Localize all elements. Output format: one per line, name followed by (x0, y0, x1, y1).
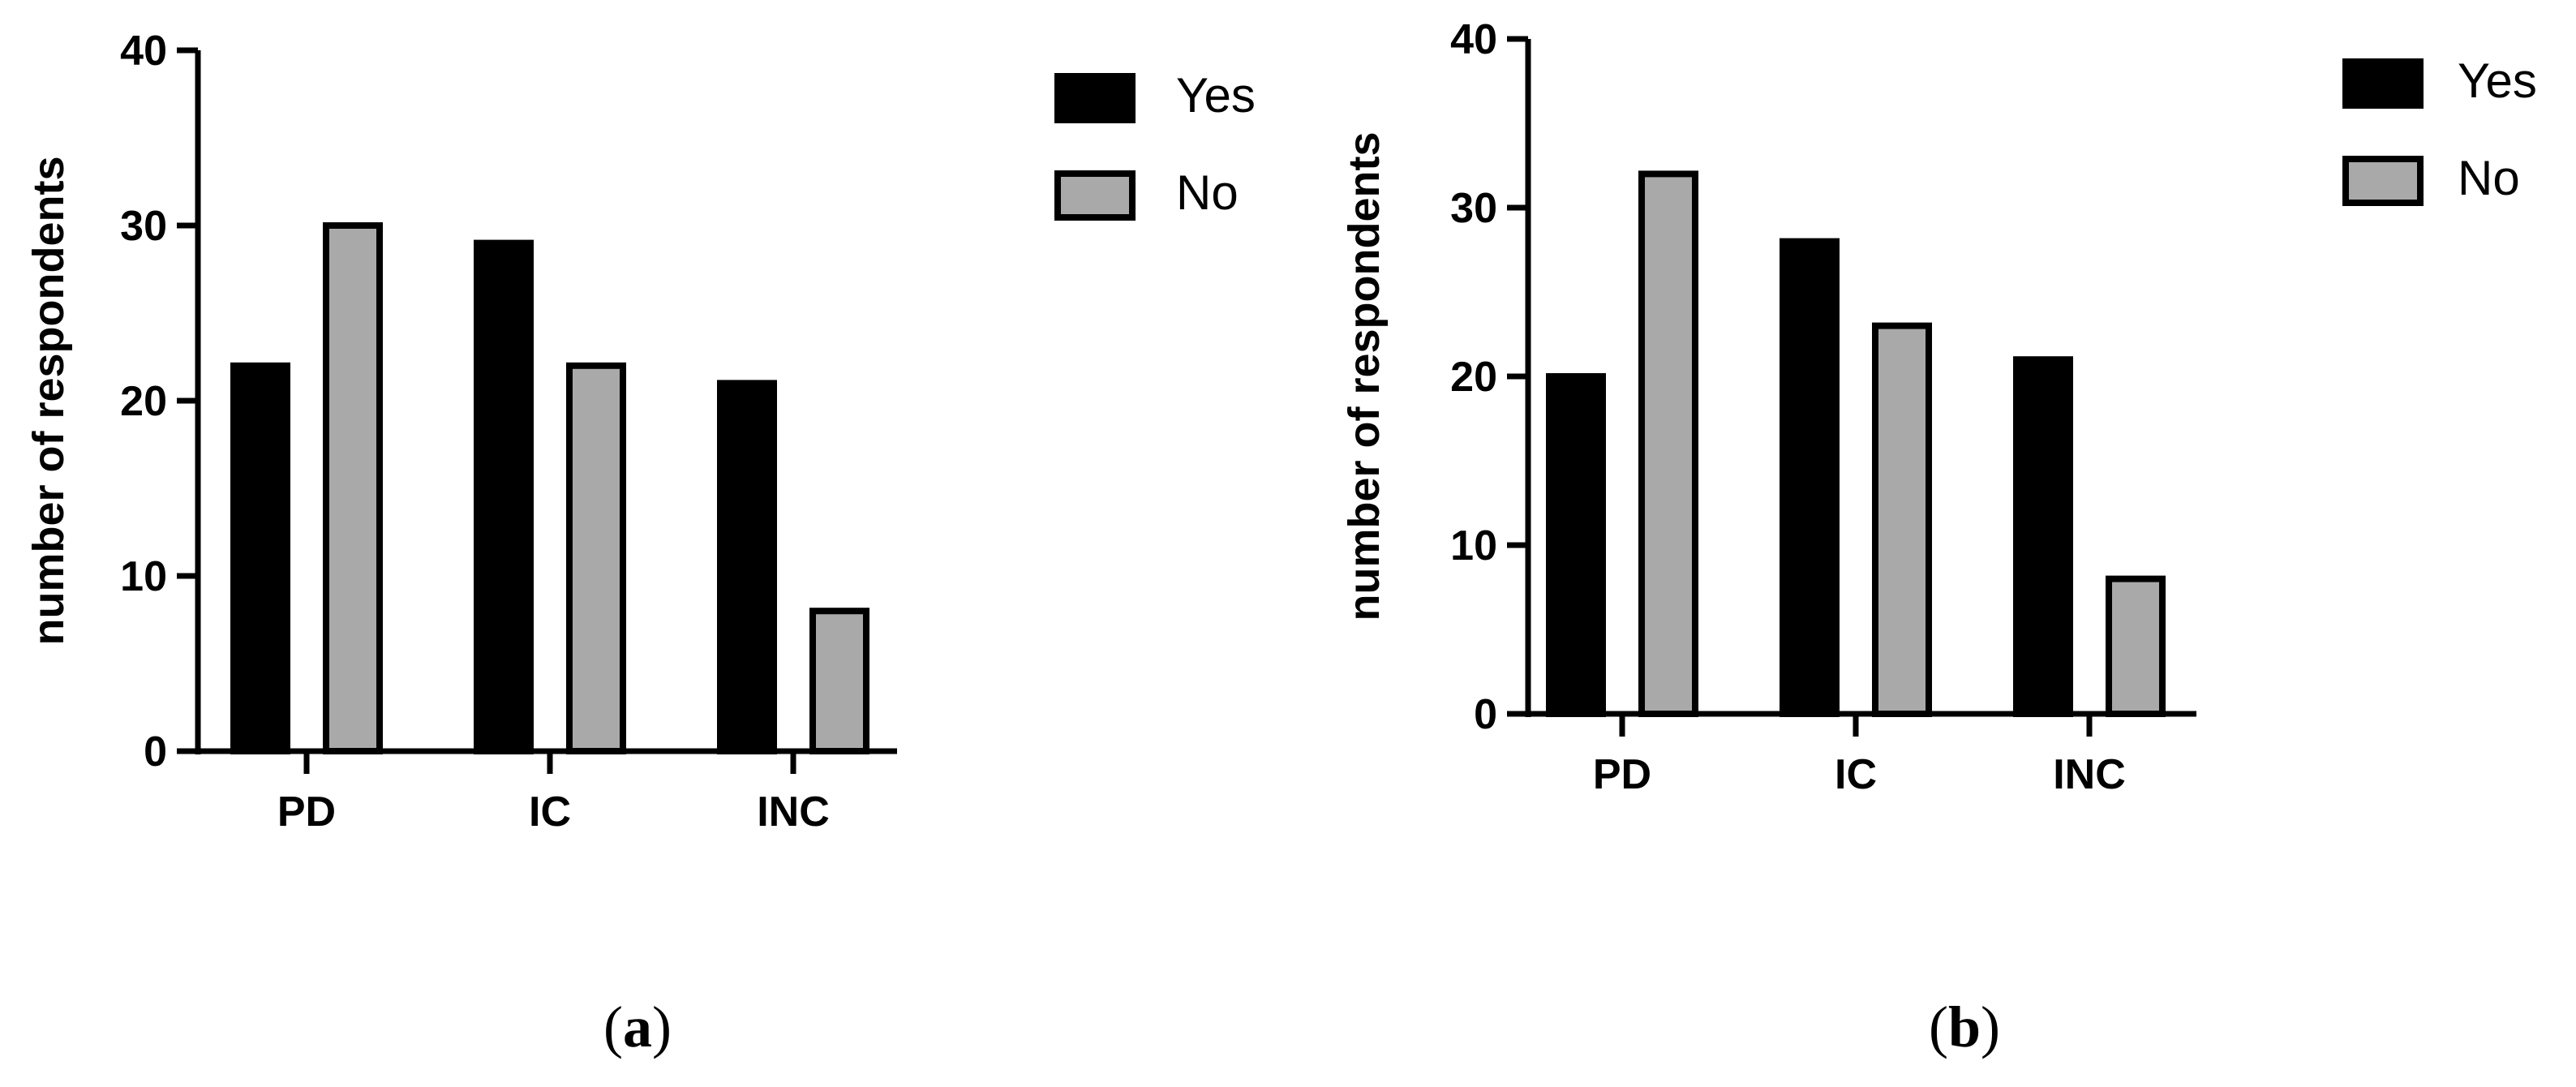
y-tick-label: 20 (1450, 354, 1497, 401)
bar-no-inc (809, 608, 869, 755)
legend-swatch-yes (2342, 58, 2424, 109)
legend-swatch-no (2342, 156, 2424, 206)
bar-yes-inc (2013, 356, 2073, 717)
panel-caption-b: (b) (1928, 995, 2000, 1059)
bar-yes-pd (1546, 373, 1606, 717)
y-axis-label: number of respondents (24, 156, 73, 645)
legend-label-no: No (1176, 165, 1239, 220)
x-tick-label: PD (277, 788, 336, 836)
panel-caption-a: (a) (603, 995, 672, 1059)
bar-yes-inc (717, 380, 777, 754)
bar-no-ic (1872, 322, 1932, 717)
y-tick-label: 20 (120, 378, 167, 425)
y-tick-label: 40 (1450, 16, 1497, 63)
legend-label-yes: Yes (1176, 68, 1256, 122)
x-tick-label: PD (1593, 751, 1651, 798)
bar-no-pd (1638, 170, 1698, 717)
y-tick-label: 0 (1474, 691, 1497, 738)
y-tick-label: 30 (120, 203, 167, 250)
legend-swatch-yes (1054, 73, 1136, 123)
y-tick-label: 30 (1450, 185, 1497, 232)
legend-swatch-no (1054, 170, 1136, 221)
x-tick-label: IC (1835, 751, 1877, 798)
chart-b: 0 10 20 30 40 PD IC INC number of respondents Yes… (1340, 16, 2537, 798)
bar-yes-pd (230, 362, 290, 754)
x-tick-label: IC (529, 788, 571, 836)
bar-no-pd (323, 222, 383, 754)
y-tick-label: 0 (144, 728, 167, 776)
legend-label-yes: Yes (2458, 54, 2537, 108)
y-tick-label: 10 (120, 553, 167, 600)
y-tick-label: 40 (120, 28, 167, 75)
chart-a: 0 10 20 30 40 PD IC INC number of respondents Yes… (24, 28, 1256, 836)
bar-no-ic (566, 362, 626, 754)
y-tick-label: 10 (1450, 522, 1497, 569)
y-axis-label: number of respondents (1340, 131, 1389, 621)
bar-no-inc (2106, 575, 2166, 717)
legend-label-no: No (2458, 151, 2520, 205)
bar-yes-ic (1780, 238, 1840, 718)
x-tick-label: INC (757, 788, 830, 836)
x-tick-label: INC (2053, 751, 2126, 798)
bar-yes-ic (474, 239, 534, 755)
